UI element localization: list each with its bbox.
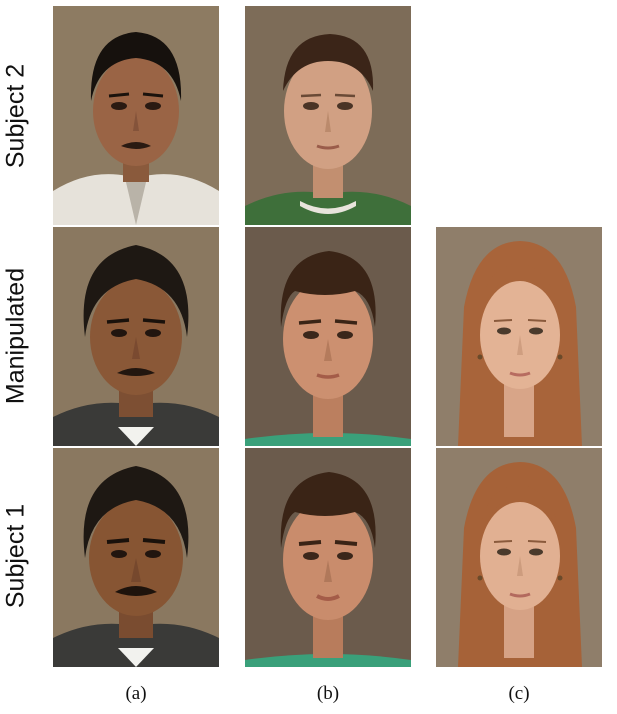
photo-manipulated-b <box>245 227 411 446</box>
column-caption-a: (a) <box>125 683 147 704</box>
photo-subject2-b <box>245 6 411 225</box>
photo-subject1-c <box>436 448 602 667</box>
column-caption-b: (b) <box>316 683 340 704</box>
column-caption-c: (c) <box>508 683 530 704</box>
photo-subject1-a <box>53 448 219 667</box>
photo-manipulated-a <box>53 227 219 446</box>
photo-subject1-b <box>245 448 411 667</box>
photo-subject2-a <box>53 6 219 225</box>
photo-manipulated-c <box>436 227 602 446</box>
